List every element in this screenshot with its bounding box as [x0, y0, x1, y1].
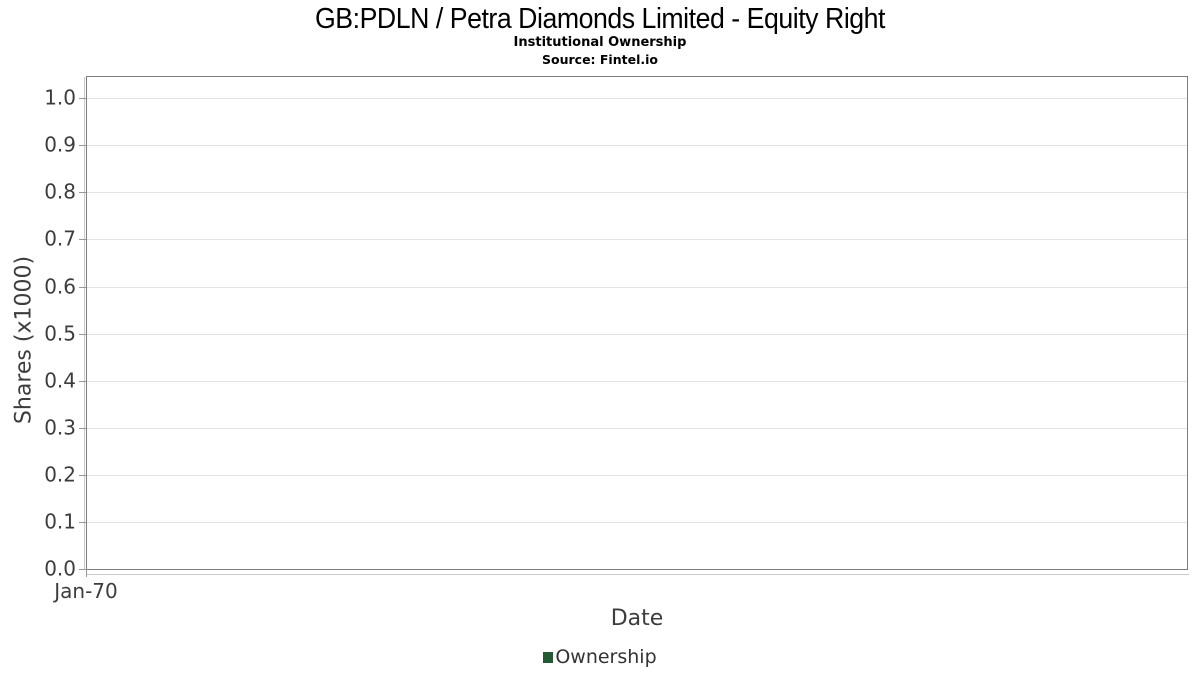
x-axis-label: Date [610, 606, 664, 631]
plot-area [79, 76, 1189, 577]
y-tick-label: 0.9 [44, 132, 76, 157]
gridline [87, 521, 1187, 523]
y-tick-label: 0.5 [44, 321, 76, 346]
gridline [87, 333, 1187, 335]
legend-label: Ownership [555, 646, 657, 668]
y-tick-label: 0.3 [44, 415, 76, 440]
legend-swatch-icon [543, 651, 554, 663]
x-tick-label: Jan-70 [54, 579, 118, 603]
y-tick-label: 0.8 [44, 179, 76, 204]
y-tick-label: 1.0 [44, 85, 76, 110]
y-tick-mark [79, 474, 86, 476]
gridline [87, 145, 1187, 147]
gridline [87, 380, 1187, 382]
y-tick-mark [79, 239, 86, 241]
y-axis-tick-labels: 0.0 0.1 0.2 0.3 0.4 0.5 0.6 0.7 0.8 0.9 1.0 [0, 0, 76, 675]
y-tick-mark [79, 521, 86, 523]
y-tick-label: 0.6 [44, 274, 76, 299]
gridline [87, 192, 1187, 194]
y-tick-mark [79, 145, 86, 147]
gridline [87, 286, 1187, 288]
y-axis-line [84, 77, 85, 569]
gridline [87, 427, 1187, 429]
gridline [87, 239, 1187, 241]
chart-title: GB:PDLN / Petra Diamonds Limited - Equit… [314, 3, 886, 35]
y-tick-mark [79, 98, 86, 100]
chart-subtitle: Institutional Ownership [513, 35, 687, 50]
gridline [87, 474, 1187, 476]
y-tick-label: 0.7 [44, 226, 76, 251]
y-tick-mark [79, 286, 86, 288]
y-tick-label: 0.0 [44, 556, 76, 581]
y-tick-mark [79, 569, 86, 570]
legend-item-ownership[interactable]: Ownership [543, 646, 657, 668]
y-tick-mark [79, 427, 86, 429]
y-tick-mark [79, 192, 86, 194]
y-tick-label: 0.1 [44, 509, 76, 534]
y-tick-label: 0.2 [44, 462, 76, 487]
legend: Ownership [0, 646, 1200, 668]
y-tick-mark [79, 380, 86, 382]
y-tick-label: 0.4 [44, 368, 76, 393]
y-tick-mark [79, 333, 86, 335]
x-axis-line [87, 574, 1189, 575]
chart-source-attribution: Source: Fintel.io [542, 52, 658, 67]
gridline [87, 98, 1187, 100]
x-tick-mark [86, 569, 87, 577]
